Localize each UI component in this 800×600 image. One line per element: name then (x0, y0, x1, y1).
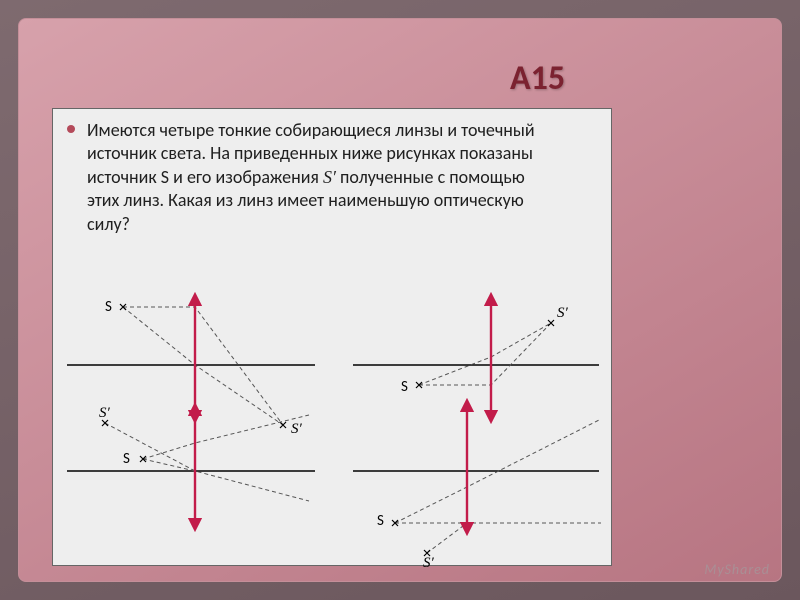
svg-text:S: S (401, 378, 408, 396)
svg-text:S: S (377, 512, 384, 530)
svg-text:S′: S′ (291, 421, 303, 437)
svg-text:S′: S′ (557, 305, 569, 321)
content-box: Имеются четыре тонкие собирающиеся линзы… (52, 108, 612, 566)
svg-text:S′: S′ (99, 405, 111, 421)
watermark: MyShared (704, 561, 770, 578)
slide-title: А15 (510, 58, 565, 99)
slide: А15 Имеются четыре тонкие собирающиеся л… (0, 0, 800, 600)
svg-text:S: S (105, 298, 112, 316)
lens-diagrams: S S′ S S′ S S′ S S′ (53, 109, 613, 567)
svg-text:S: S (123, 450, 130, 468)
svg-text:S′: S′ (423, 555, 435, 567)
